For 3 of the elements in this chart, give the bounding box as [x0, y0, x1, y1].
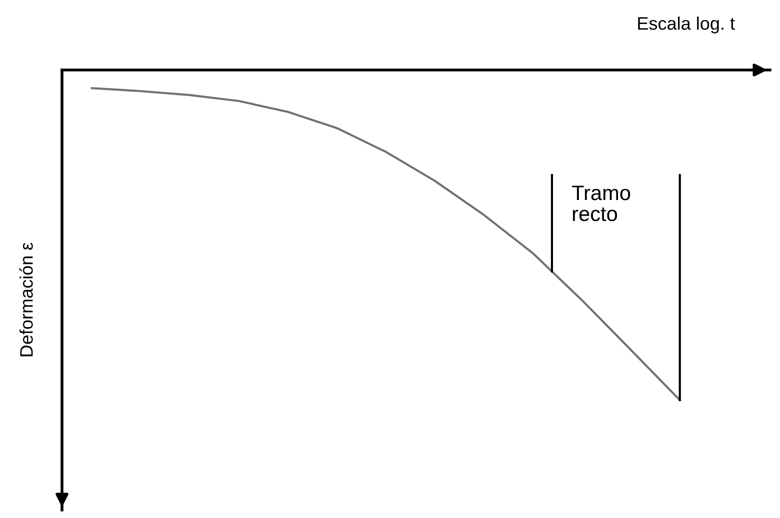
- annotation: Tramo recto: [572, 186, 630, 222]
- y-axis-title: Deformación ε: [19, 242, 33, 356]
- x-axis-title: Escala log. t: [638, 16, 735, 34]
